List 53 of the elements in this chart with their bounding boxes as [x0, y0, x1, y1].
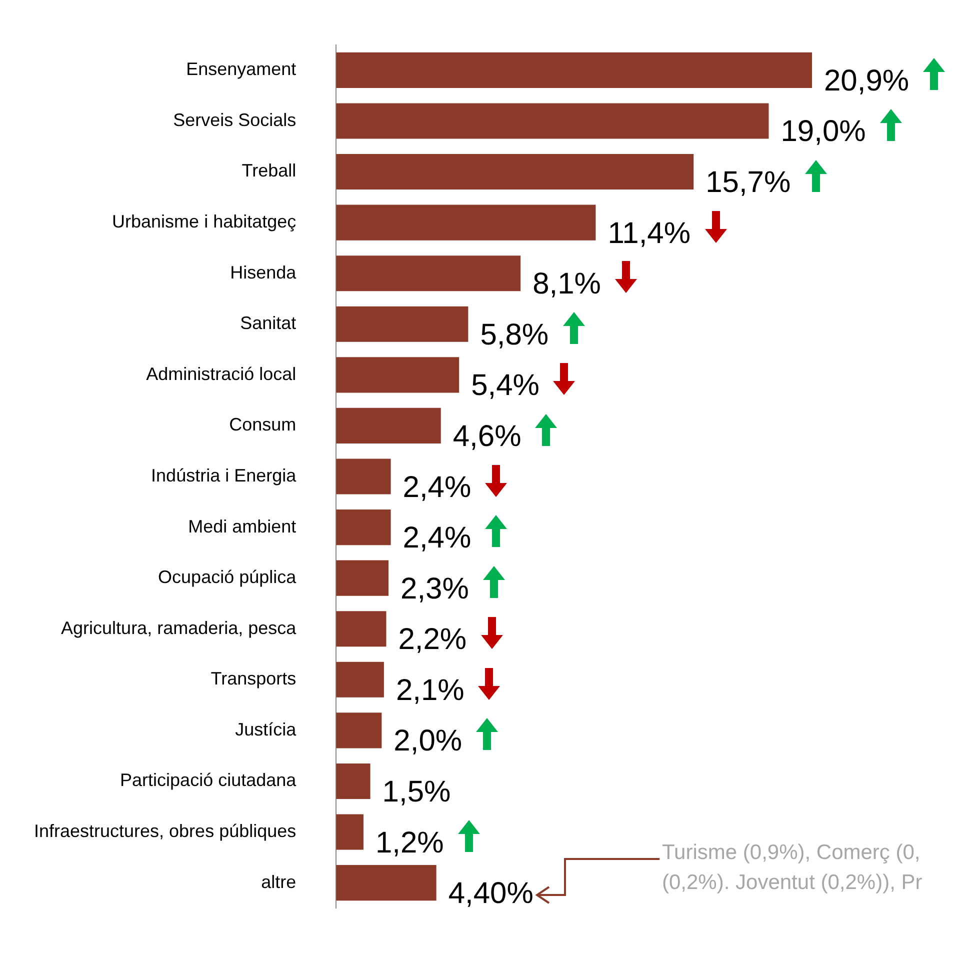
bar	[336, 865, 436, 901]
data-label: 2,4%	[402, 470, 472, 504]
bar	[336, 204, 596, 240]
data-label: 2,2%	[398, 623, 467, 656]
data-label: 2,0%	[394, 724, 462, 758]
bar	[336, 52, 812, 88]
y-tick-label: Consum	[229, 414, 296, 435]
bar	[336, 154, 694, 190]
data-label: 11,4%	[608, 216, 691, 250]
y-tick-label: Serveis Socials	[173, 110, 296, 130]
y-tick-label: Sanitat	[240, 313, 296, 334]
data-label: 1,5%	[382, 775, 451, 808]
y-tick-label: altre	[261, 872, 296, 892]
bar	[336, 458, 391, 494]
annotation: (0,2%). Joventut (0,2%)), Pr	[662, 870, 922, 896]
data-label: 4,6%	[452, 420, 522, 453]
y-tick-label: Medi ambient	[188, 516, 296, 536]
y-tick-label: Treball	[242, 160, 296, 181]
data-label: 15,7%	[706, 166, 791, 200]
data-label: 20,9%	[824, 64, 910, 98]
y-tick-label: Indústria i Energia	[151, 465, 298, 486]
data-label: 4,40%	[448, 877, 534, 910]
data-label: 19,0%	[780, 115, 866, 148]
y-tick-label: Transports	[210, 668, 296, 689]
bar	[336, 256, 521, 292]
bar	[336, 560, 389, 596]
bar	[336, 306, 468, 342]
bar	[336, 763, 370, 800]
annotation: Turisme (0,9%), Comerç (0,	[662, 840, 922, 866]
y-tick-label: Justícia	[235, 719, 298, 740]
bar	[336, 814, 364, 850]
data-label: 2,1%	[396, 674, 464, 707]
y-tick-label: Participació ciutadana	[120, 770, 298, 790]
y-tick-label: Hisenda	[230, 262, 298, 282]
data-label: 2,3%	[400, 572, 469, 606]
bar	[336, 510, 391, 546]
bar	[336, 357, 460, 393]
y-tick-label: Ensenyament	[186, 59, 296, 80]
bar	[336, 103, 769, 139]
y-tick-label: Ocupació púplica	[158, 567, 298, 588]
bar	[336, 662, 384, 698]
bar	[336, 408, 441, 444]
data-label: 5,8%	[480, 318, 549, 352]
data-label: 1,2%	[375, 826, 444, 860]
data-label: 8,1%	[532, 268, 601, 301]
bar	[336, 611, 386, 647]
data-label: 5,4%	[471, 369, 540, 402]
y-tick-label: Infraestructures, obres públiques	[34, 820, 296, 841]
y-tick-label: Agricultura, ramaderia, pesca	[61, 618, 298, 638]
data-label: 2,4%	[402, 522, 472, 555]
y-tick-label: Urbanisme i habitatgeç	[112, 212, 296, 232]
y-tick-label: Administració local	[146, 364, 296, 384]
bar	[336, 712, 382, 748]
